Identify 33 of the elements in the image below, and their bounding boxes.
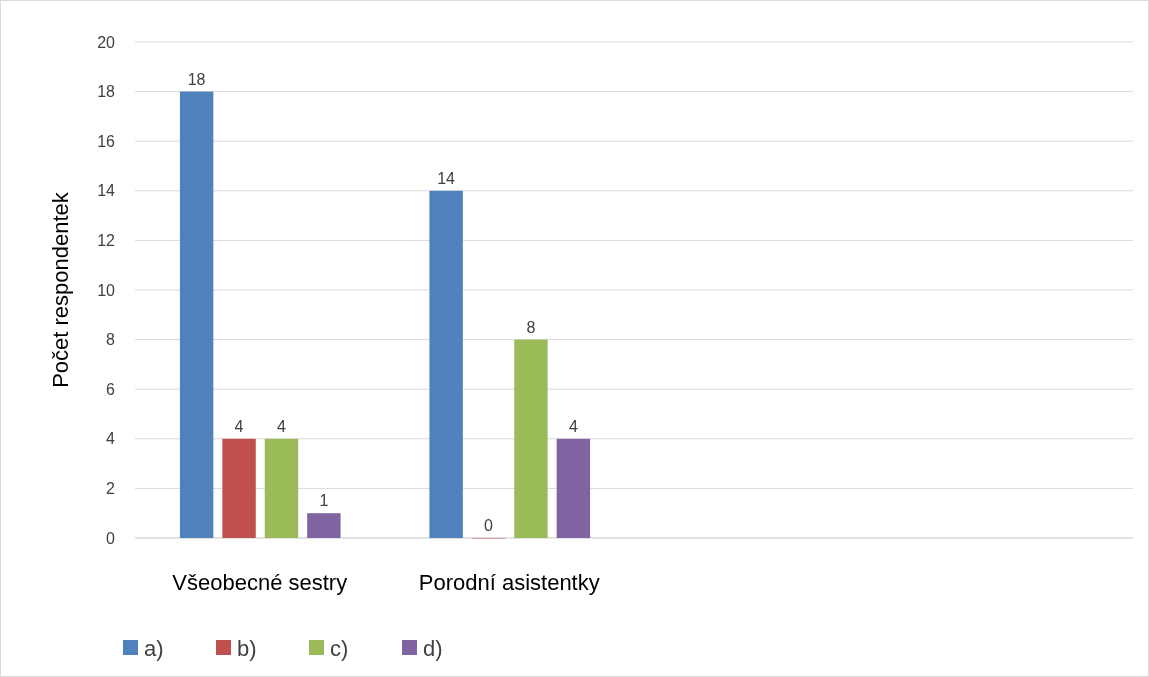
bar <box>556 438 591 538</box>
data-label: 4 <box>234 417 244 435</box>
data-label: 8 <box>526 318 536 336</box>
bar <box>222 438 256 538</box>
x-tick-label: Všeobecné sestry <box>172 570 348 595</box>
data-label: 4 <box>277 417 286 435</box>
bar <box>264 438 299 538</box>
legend-label: a) <box>144 635 164 661</box>
y-tick-label: 12 <box>97 232 116 249</box>
y-tick-label: 16 <box>97 132 116 150</box>
y-tick-label: 8 <box>106 331 116 349</box>
legend-label: c) <box>330 635 349 661</box>
x-tick-label: Porodní asistentky <box>418 570 600 595</box>
y-tick-label: 18 <box>97 83 116 101</box>
y-tick-label: 4 <box>106 430 116 448</box>
bar <box>179 91 214 538</box>
bar <box>429 190 463 538</box>
y-axis-title: Počet respondentek <box>48 191 73 388</box>
bar <box>307 513 341 538</box>
legend-label: b) <box>237 635 257 661</box>
y-tick-label: 10 <box>97 281 116 299</box>
data-label: 0 <box>484 517 494 534</box>
bar <box>514 339 548 538</box>
y-tick-label: 14 <box>97 182 116 200</box>
y-tick-label: 0 <box>106 529 116 547</box>
data-label: 18 <box>187 70 206 88</box>
y-tick-label: 6 <box>106 380 116 398</box>
y-tick-label: 20 <box>97 33 116 51</box>
data-label: 1 <box>319 492 329 510</box>
data-label: 14 <box>437 169 456 187</box>
legend-label: d) <box>423 635 443 661</box>
y-tick-label: 2 <box>106 480 116 497</box>
data-label: 4 <box>568 417 578 435</box>
